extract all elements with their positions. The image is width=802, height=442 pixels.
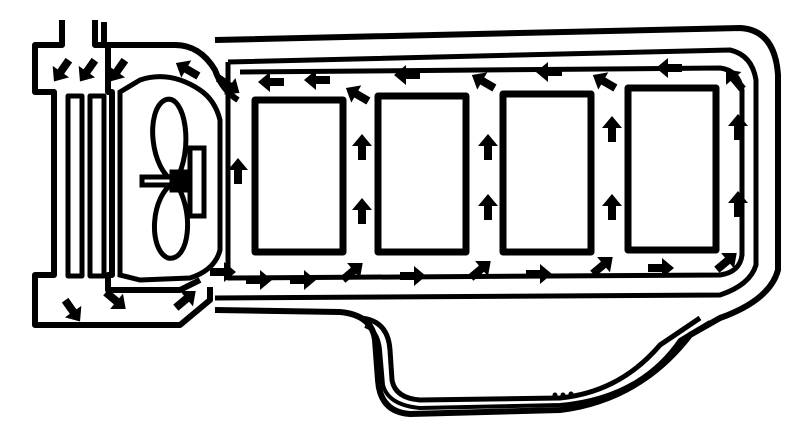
arrow-icon [478, 134, 498, 160]
arrow-icon [602, 194, 622, 220]
arrow-icon [602, 116, 622, 142]
sump-inner [364, 320, 712, 410]
arrow-icon [400, 266, 426, 286]
radiator-tube-2 [87, 93, 107, 279]
arrow-icon [464, 253, 498, 286]
block-inner-wall [214, 47, 759, 301]
drain-dot [552, 392, 558, 398]
arrow-icon [656, 58, 682, 78]
cylinder-2 [374, 92, 470, 256]
pump-hub [169, 169, 193, 193]
radiator-outer-wall [32, 20, 213, 328]
arrow-icon [336, 255, 370, 288]
arrow-icon [71, 54, 104, 88]
arrow-icon [290, 270, 316, 290]
fan-shroud [117, 74, 223, 283]
arrow-icon [728, 114, 748, 140]
cylinder-4 [624, 84, 720, 254]
fan [117, 74, 223, 283]
water-pump [139, 145, 207, 219]
arrow-icon [228, 158, 248, 184]
arrow-icon [478, 194, 498, 220]
fan-blade-upper [150, 96, 189, 186]
arrow-icon [246, 270, 272, 290]
cylinder-3 [499, 90, 595, 256]
drain-dot [568, 391, 574, 397]
arrow-icon [352, 134, 372, 160]
oil-sump [359, 315, 702, 403]
engine-block [214, 25, 781, 417]
arrow-icon [258, 72, 284, 92]
cylinder-1 [251, 96, 347, 256]
sump-drain-dots [552, 391, 574, 398]
arrow-icon [45, 54, 78, 88]
arrow-icon [394, 65, 420, 85]
arrow-icon [728, 191, 748, 217]
drain-dot [560, 392, 566, 398]
block-jacket-wall [225, 62, 745, 281]
arrow-icon [352, 198, 372, 224]
arrow-icon [526, 264, 552, 284]
radiator-tube-1 [65, 93, 85, 279]
arrow-icon [536, 62, 562, 82]
radiator [32, 20, 240, 328]
block-outer-wall [214, 25, 781, 417]
fan-blade-lower [151, 178, 191, 261]
